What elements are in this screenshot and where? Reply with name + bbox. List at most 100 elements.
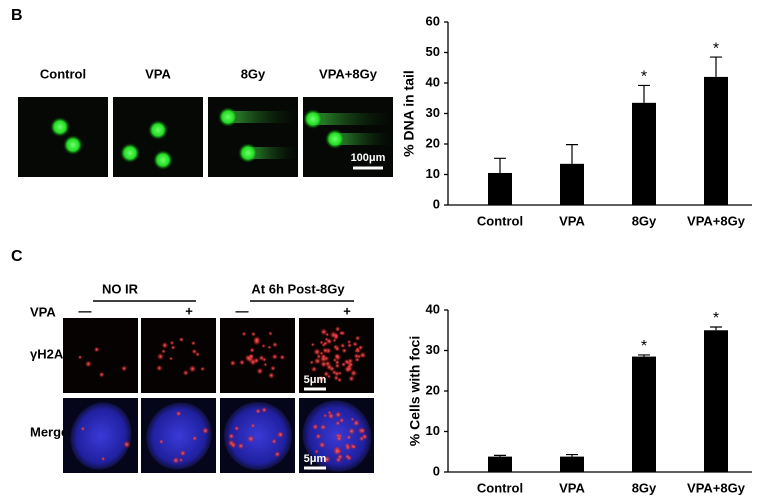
focus — [333, 447, 341, 456]
comet-tail — [248, 147, 298, 159]
focus — [263, 362, 268, 367]
focus — [250, 331, 256, 337]
focus — [169, 340, 175, 346]
focus — [182, 369, 189, 376]
micrograph — [63, 318, 138, 393]
focus — [270, 365, 276, 372]
focus — [317, 375, 325, 383]
comet-head — [325, 129, 345, 149]
focus — [347, 342, 353, 348]
focus — [315, 433, 322, 440]
image-label: VPA — [145, 66, 171, 81]
significance-marker: * — [641, 338, 647, 355]
focus — [200, 366, 206, 372]
focus — [122, 440, 131, 449]
focus — [333, 332, 340, 339]
focus — [325, 332, 330, 337]
panel-label: C — [11, 248, 23, 265]
focus — [319, 423, 327, 431]
comet-head — [120, 143, 140, 163]
focus — [319, 355, 327, 363]
micrograph — [208, 97, 298, 177]
group-header: At 6h Post-8Gy — [251, 281, 345, 296]
significance-marker: * — [713, 40, 719, 57]
comet-head — [238, 143, 258, 163]
focus — [318, 441, 326, 449]
bar — [560, 456, 584, 472]
y-tick-label: 30 — [426, 105, 440, 120]
focus — [340, 342, 346, 349]
focus — [325, 337, 333, 345]
y-tick-label: 40 — [426, 74, 440, 89]
focus — [278, 432, 283, 437]
focus — [338, 330, 344, 336]
focus — [238, 359, 246, 366]
comet-head — [218, 107, 238, 127]
focus — [246, 434, 255, 443]
focus — [309, 360, 314, 365]
bar — [488, 172, 512, 205]
comet-tail — [228, 111, 298, 123]
focus — [349, 369, 358, 377]
focus — [93, 346, 100, 353]
focus — [326, 374, 332, 379]
focus — [77, 355, 83, 360]
focus — [237, 442, 245, 450]
focus — [327, 412, 335, 420]
scale-bar-label: 5μm — [304, 453, 327, 465]
focus — [271, 438, 278, 445]
focus — [340, 361, 347, 368]
y-tick-label: 10 — [426, 166, 440, 181]
focus — [335, 432, 341, 439]
focus — [253, 357, 260, 364]
focus — [344, 444, 351, 451]
error-bar — [710, 326, 722, 331]
comet-head — [148, 120, 168, 140]
treatment-sign: — — [236, 303, 249, 318]
treatment-label: VPA — [30, 304, 56, 319]
focus — [168, 356, 174, 361]
row-label: Merge — [30, 424, 68, 439]
focus — [188, 364, 197, 373]
focus — [337, 371, 342, 376]
focus — [346, 434, 352, 440]
focus — [319, 340, 324, 345]
focus — [328, 365, 336, 372]
focus — [313, 357, 322, 365]
focus — [347, 427, 356, 435]
y-tick-label: 50 — [426, 44, 440, 59]
focus — [261, 406, 268, 414]
significance-marker: * — [713, 310, 719, 327]
micrograph — [141, 318, 216, 393]
error-bar — [494, 157, 506, 173]
x-tick-label: Control — [477, 480, 523, 495]
focus — [320, 360, 328, 368]
y-tick-label: 30 — [426, 342, 440, 357]
focus — [156, 352, 165, 361]
y-tick-label: 40 — [426, 301, 440, 316]
focus — [84, 360, 92, 368]
nucleus — [146, 402, 212, 470]
focus — [161, 349, 166, 354]
focus — [336, 453, 344, 461]
focus — [271, 353, 278, 360]
focus — [359, 351, 367, 359]
group-header: NO IR — [102, 281, 139, 296]
error-bar — [710, 56, 722, 77]
focus — [272, 341, 278, 348]
focus — [256, 367, 264, 375]
focus — [323, 413, 328, 418]
bar — [560, 163, 584, 205]
focus — [192, 435, 198, 442]
x-tick-label: 8Gy — [632, 480, 657, 495]
row-label: γH2AX — [30, 346, 72, 361]
focus — [161, 341, 169, 349]
focus — [100, 456, 106, 462]
y-tick-label: 0 — [433, 196, 440, 211]
focus — [310, 342, 315, 347]
focus — [80, 426, 86, 432]
focus — [338, 417, 345, 424]
image-label: Control — [40, 66, 86, 81]
focus — [361, 433, 368, 440]
focus — [355, 346, 360, 352]
